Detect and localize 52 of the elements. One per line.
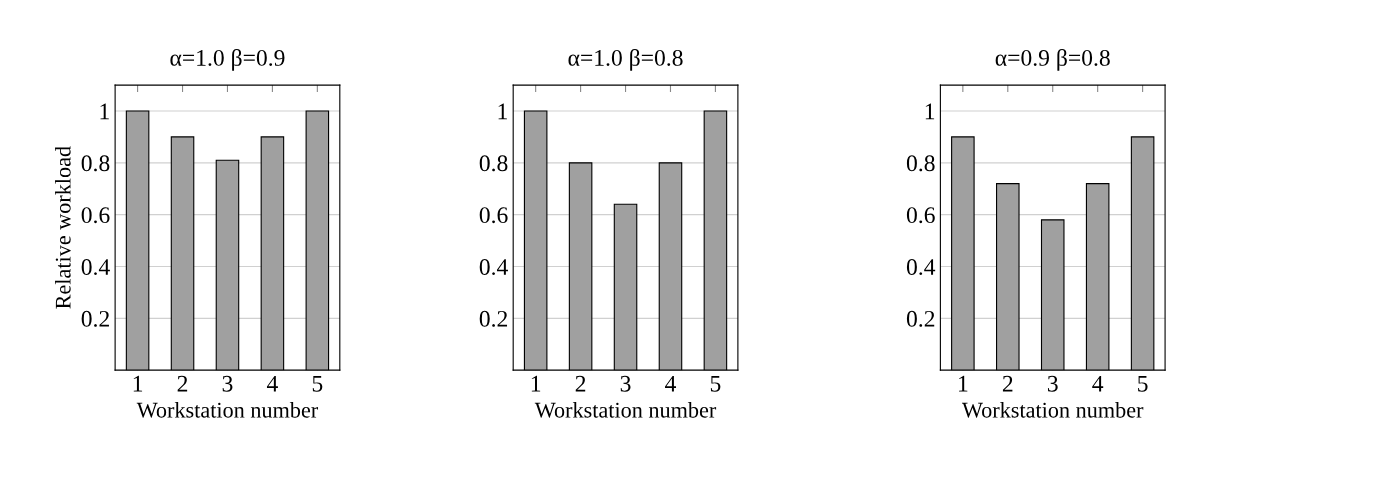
x-tick-label: 5 (710, 375, 721, 392)
y-tick-label: 0.6 (81, 207, 110, 224)
chart-title: α=0.9 β=0.8 (995, 49, 1110, 71)
x-tick-label: 2 (1002, 375, 1013, 392)
x-axis-title: Workstation number (534, 402, 717, 418)
x-tick-label: 2 (177, 375, 188, 392)
x-axis-title: Workstation number (136, 402, 319, 418)
y-tick-label: 0.4 (479, 259, 508, 276)
bar (613, 203, 638, 371)
y-tick-label: 0.4 (81, 259, 110, 276)
y-tick-label: 0.4 (906, 259, 936, 276)
chart-title: α=1.0 β=0.9 (170, 49, 285, 71)
x-tick-label: 1 (531, 375, 541, 392)
y-tick-label: 0.8 (479, 155, 508, 172)
chart-title: α=1.0 β=0.8 (568, 49, 683, 71)
x-axis-title: Workstation number (962, 402, 1144, 418)
bar (951, 136, 975, 371)
bar (523, 110, 548, 371)
x-tick-label: 3 (1047, 375, 1058, 392)
y-tick-label: 1 (498, 103, 507, 120)
bar (215, 159, 240, 371)
x-tick-label: 5 (1138, 375, 1148, 392)
bar (996, 183, 1020, 371)
bar (1040, 219, 1065, 371)
y-tick-label: 0.2 (479, 310, 508, 327)
bar (703, 110, 728, 371)
x-tick-label: 1 (959, 375, 968, 392)
x-tick-label: 4 (665, 375, 677, 392)
bar (305, 110, 330, 371)
bar (568, 162, 593, 371)
x-tick-label: 3 (222, 375, 233, 392)
bar (170, 136, 195, 371)
x-tick-label: 4 (1092, 375, 1104, 392)
y-tick-label: 1 (925, 103, 935, 120)
bar (260, 136, 285, 371)
y-tick-label: 0.6 (479, 207, 508, 224)
y-tick-label: 0.8 (906, 155, 935, 172)
bar (125, 110, 150, 371)
y-tick-label: 0.6 (906, 207, 935, 224)
bar (1085, 183, 1110, 371)
x-tick-label: 5 (312, 375, 323, 392)
x-tick-label: 4 (266, 375, 278, 392)
x-tick-label: 2 (575, 375, 586, 392)
y-tick-label: 0.8 (81, 155, 110, 172)
bar (1130, 136, 1155, 371)
x-tick-label: 3 (620, 375, 631, 392)
y-axis-title: Relative workload (55, 146, 71, 309)
y-tick-label: 0.2 (906, 310, 935, 327)
x-tick-label: 1 (133, 375, 143, 392)
y-tick-label: 1 (100, 103, 109, 120)
bar (658, 162, 683, 371)
y-tick-label: 0.2 (81, 310, 109, 327)
